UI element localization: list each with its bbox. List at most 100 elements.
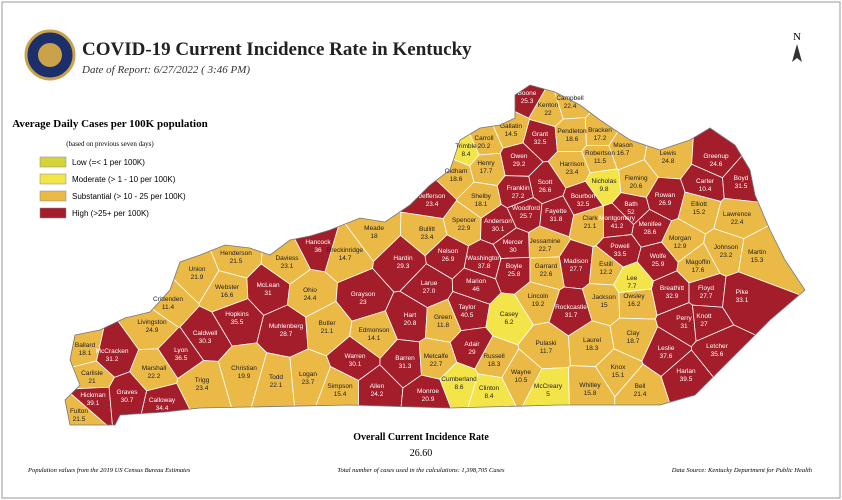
county-value: 8.6 — [454, 384, 463, 391]
county-value: 28.7 — [280, 331, 293, 338]
legend-swatch — [39, 190, 67, 202]
county-name: Magoffin — [686, 259, 711, 266]
county-value: 18.3 — [488, 361, 501, 368]
county-name: Breckinridge — [327, 247, 364, 254]
county-value: 31 — [680, 323, 688, 330]
seal-center — [38, 43, 62, 67]
county-value: 35.6 — [711, 351, 724, 358]
county-value: 30.7 — [121, 397, 134, 404]
county-name: Larue — [421, 280, 438, 287]
county-name: Henry — [477, 160, 495, 167]
county-value: 22.2 — [148, 373, 161, 380]
county-name: Mason — [613, 142, 633, 149]
county-name: Knox — [611, 364, 627, 371]
county-name: Laurel — [583, 337, 602, 344]
county-value: 16.6 — [221, 292, 234, 299]
county-value: 39.5 — [680, 376, 693, 383]
county-name: Carroll — [474, 135, 494, 142]
county-name: Jefferson — [419, 193, 446, 200]
county-name: Crittenden — [153, 296, 183, 303]
county-name: Pike — [736, 289, 749, 296]
title: COVID-19 Current Incidence Rate in Kentu… — [82, 39, 472, 60]
legend-note: (based on previous seven days) — [66, 140, 154, 148]
county-value: 34.4 — [156, 405, 169, 412]
county-value: 15.1 — [612, 372, 625, 379]
county-name: McLean — [256, 282, 280, 289]
county-name: Barren — [395, 355, 415, 362]
county-value: 22.4 — [564, 103, 577, 110]
county-name: Estill — [599, 261, 613, 268]
overall-value: 26.60 — [410, 448, 433, 459]
county-name: Johnson — [714, 244, 739, 251]
county-value: 12.9 — [674, 243, 687, 250]
county-name: Wayne — [511, 369, 531, 376]
county-name: Franklin — [506, 185, 530, 192]
county-name: Hopkins — [225, 311, 249, 318]
legend-swatch — [39, 156, 67, 168]
county-value: 11.4 — [162, 304, 175, 311]
county-name: Mercer — [503, 239, 524, 246]
county-value: 22.9 — [458, 225, 471, 232]
county-value: 11.8 — [437, 322, 450, 329]
county-name: Edmonson — [358, 327, 389, 334]
county-value: 25.7 — [520, 213, 533, 220]
legend-label: Low (=< 1 per 100K) — [72, 158, 145, 167]
county-name: Green — [434, 314, 452, 321]
county-name: Jessamine — [529, 238, 560, 245]
county-name: Bracken — [588, 127, 612, 134]
county-value: 14.5 — [505, 131, 518, 138]
county-value: 18.7 — [627, 338, 640, 345]
county-value: 17.7 — [480, 168, 493, 175]
legend-label: Substantial (> 10 - 25 per 100K) — [72, 192, 186, 201]
county-name: Carter — [696, 178, 715, 185]
county-value: 40.5 — [461, 312, 474, 319]
county-value: 15.2 — [693, 209, 706, 216]
county-value: 21.9 — [191, 274, 204, 281]
legend-label: Moderate (> 1 - 10 per 100K) — [72, 175, 176, 184]
county-value: 22.6 — [540, 271, 553, 278]
county-value: 28.6 — [644, 229, 657, 236]
county-value: 30.1 — [349, 361, 362, 368]
county-name: Butler — [319, 320, 337, 327]
county-name: Daviess — [275, 255, 299, 262]
county-name: Union — [189, 266, 206, 273]
county-value: 24.8 — [662, 158, 675, 165]
county-name: Martin — [748, 249, 766, 256]
legend-title: Average Daily Cases per 100K population — [12, 118, 207, 130]
county-name: Pendleton — [557, 128, 587, 135]
county-value: 15.4 — [334, 391, 347, 398]
county-name: Boone — [518, 90, 537, 97]
county-value: 5 — [546, 391, 550, 398]
county-name: Morgan — [669, 235, 691, 242]
county-value: 17.2 — [594, 135, 607, 142]
county-name: Muhlenberg — [269, 323, 304, 330]
county-value: 32.9 — [666, 293, 679, 300]
legend: Low (=< 1 per 100K) Moderate (> 1 - 10 pe… — [39, 156, 186, 219]
county-name: Hart — [404, 312, 416, 319]
county-name: Bullitt — [419, 226, 435, 233]
county-name: Spencer — [452, 217, 477, 224]
county-value: 22.7 — [430, 361, 443, 368]
county-name: Boyd — [734, 175, 749, 182]
county-name: Letcher — [706, 343, 729, 350]
county-value: 21 — [88, 378, 96, 385]
county-value: 27.7 — [570, 266, 583, 273]
county-value: 11.5 — [594, 158, 607, 165]
county-name: Trigg — [195, 377, 210, 384]
county-name: Owen — [511, 153, 528, 160]
county-value: 33.1 — [736, 297, 749, 304]
county-value: 18 — [370, 233, 378, 240]
county-value: 23.2 — [720, 252, 733, 259]
county-name: Breathitt — [660, 285, 684, 292]
county-value: 32.5 — [534, 139, 547, 146]
county-name: Clinton — [479, 385, 500, 392]
county-name: Allen — [370, 383, 385, 390]
county-value: 12.2 — [600, 269, 613, 276]
compass: N — [792, 31, 802, 62]
county-value: 11.7 — [540, 348, 553, 355]
county-name: Floyd — [698, 285, 714, 292]
county-name: Owsley — [623, 293, 645, 300]
county-value: 23.1 — [281, 263, 294, 270]
county-value: 41.2 — [611, 223, 624, 230]
